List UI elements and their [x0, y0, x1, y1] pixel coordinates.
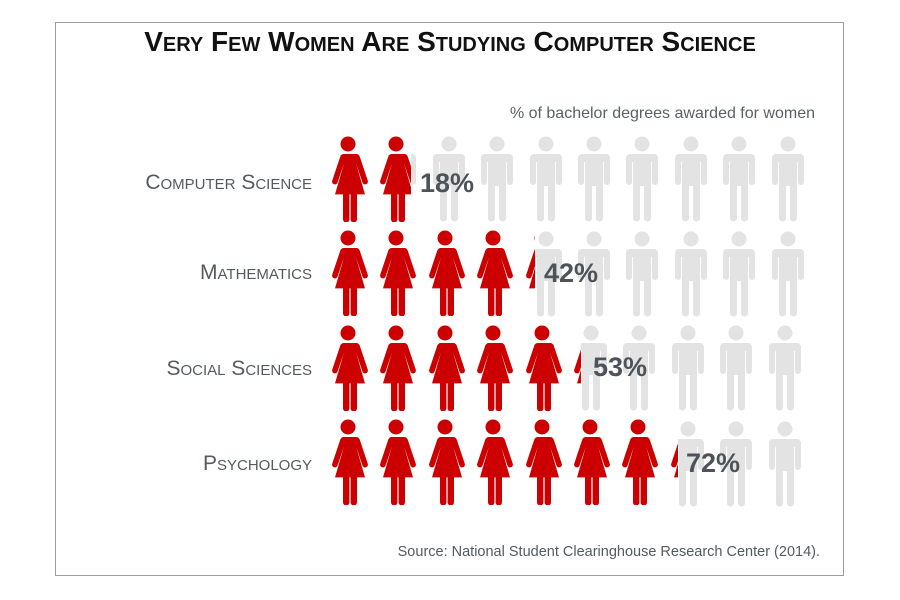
percent-label-psychology: 72% [686, 448, 741, 478]
row-label-psychology: Psychology [202, 452, 312, 475]
male-figure-icon [767, 231, 809, 317]
female-figure-icon [569, 419, 611, 506]
female-figure-icon [472, 230, 514, 317]
row-label-computer-science: Computer Science [145, 171, 312, 194]
male-figure-icon [715, 325, 757, 411]
female-figure-icon [424, 325, 466, 412]
male-figure-icon [667, 421, 709, 507]
female-figure-icon [375, 325, 417, 412]
male-figure-icon [573, 231, 615, 317]
male-figure-icon [621, 231, 663, 317]
female-figures-mathematics [327, 230, 535, 320]
source-note: Source: National Student Clearinghouse R… [397, 544, 820, 560]
female-figure-icon [424, 419, 466, 506]
male-figure-icon [670, 231, 712, 317]
male-figure-icon [667, 325, 709, 411]
chart-title: Very Few Women Are Studying Computer Sci… [144, 26, 756, 57]
female-figure-icon [327, 136, 369, 223]
male-figure-icon [476, 136, 518, 222]
male-figure-icon [618, 325, 660, 411]
female-figure-icon [375, 230, 417, 317]
female-figure-icon [521, 230, 535, 316]
female-figure-icon [521, 419, 563, 506]
female-figure-icon [327, 419, 369, 506]
female-figure-icon [569, 325, 581, 411]
female-figure-icon [472, 325, 514, 412]
male-figure-icon [670, 136, 712, 222]
female-figures-computer-science [327, 136, 411, 226]
male-figure-icon [428, 136, 470, 222]
male-figure-icon [718, 136, 760, 222]
female-figure-icon [472, 419, 514, 506]
female-figure-icon [375, 136, 411, 223]
male-figure-icon [767, 136, 809, 222]
male-figure-icon [621, 136, 663, 222]
percent-label-mathematics: 42% [544, 258, 599, 288]
female-figure-icon [424, 230, 466, 317]
percent-label-computer-science: 18% [420, 168, 475, 198]
male-figure-icon [525, 231, 567, 317]
female-figure-icon [327, 230, 369, 317]
female-figures-social-sciences [327, 325, 581, 415]
male-figure-icon [764, 325, 806, 411]
male-figure-icon [573, 136, 615, 222]
male-figure-icon [718, 231, 760, 317]
male-figure-icon [525, 136, 567, 222]
male-figure-icon [570, 325, 612, 411]
percent-label-social-sciences: 53% [593, 352, 648, 382]
row-label-mathematics: Mathematics [200, 261, 312, 284]
female-figure-icon [375, 419, 417, 506]
female-figure-icon [617, 419, 659, 506]
row-label-social-sciences: Social Sciences [166, 357, 312, 380]
male-figure-icon [715, 421, 757, 507]
female-figure-icon [327, 325, 369, 412]
female-figure-icon [521, 325, 563, 412]
female-figures-psychology [327, 419, 678, 509]
male-figure-icon [764, 421, 806, 507]
female-figure-icon [666, 419, 678, 505]
chart-subtitle: % of bachelor degrees awarded for women [509, 105, 815, 122]
